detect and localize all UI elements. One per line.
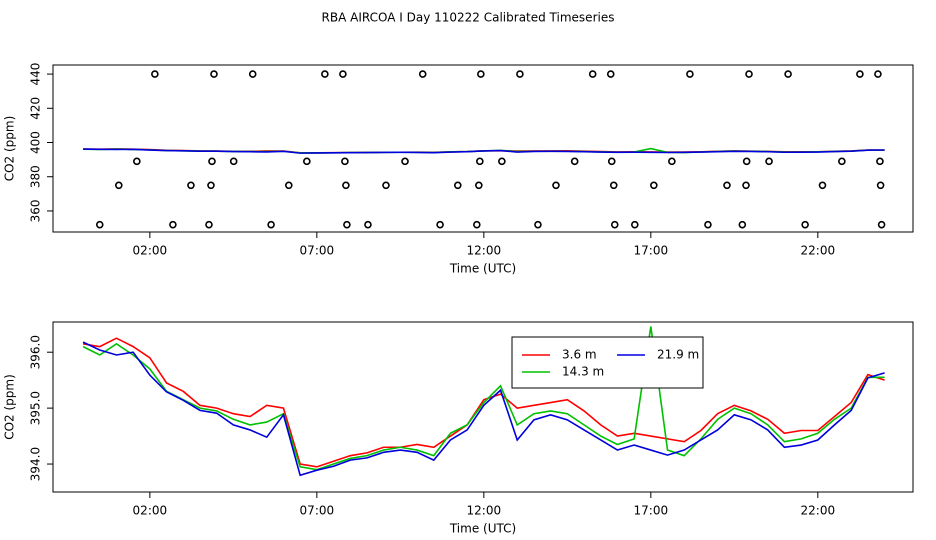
flag-point [229,157,238,166]
legend-label: 21.9 m [657,348,699,362]
flag-point [877,220,886,229]
x-tick-label: 22:00 [801,504,836,518]
flag-point [650,181,658,190]
flag-point [151,70,159,78]
flag-point [267,220,275,229]
flag-point [401,157,409,166]
y-tick-label: 400 [29,131,43,154]
flag-point [516,70,524,78]
flag-point [205,220,213,229]
y-tick-label: 440 [29,63,43,86]
plot-frame [52,321,914,493]
flag-point [801,220,809,229]
x-tick-label: 12:00 [467,244,502,258]
flag-point [784,70,792,78]
flag-point [473,220,481,229]
flag-point [534,220,542,229]
flag-point [742,157,751,166]
x-tick-label: 22:00 [801,244,836,258]
flag-point [818,181,827,190]
y-tick-label: 360 [29,200,43,223]
x-tick-label: 17:00 [634,504,669,518]
y-axis-label: CO2 (ppm) [3,116,17,182]
flag-point [475,181,483,190]
flag-point [169,220,177,229]
series-line [82,326,885,471]
flag-point [477,70,485,78]
legend: 3.6 m 14.3 m 21.9 m [511,336,704,389]
y-tick-label: 395.0 [29,391,43,425]
flag-point [874,70,882,78]
flag-point [838,157,846,166]
flag-point [436,220,444,229]
legend-label: 3.6 m [562,348,597,362]
flag-point [187,181,195,190]
flag-point [876,181,885,190]
flag-point [745,70,753,78]
chart-title: RBA AIRCOA I Day 110222 Calibrated Times… [322,11,615,25]
flag-point [606,70,615,78]
legend-box [511,336,704,389]
flag-point [856,70,864,78]
y-tick-label: 394.0 [29,447,43,481]
y-tick-label: 420 [29,97,43,120]
flag-point [95,220,104,229]
flag-point [114,181,123,190]
x-tick-label: 02:00 [133,504,168,518]
flag-point [207,181,215,190]
flag-point [738,220,747,229]
plot-frame [52,64,914,233]
series-line [82,341,885,477]
flag-point [588,70,597,78]
flag-point [208,157,216,166]
flag-point [668,157,676,166]
flag-point [609,181,618,190]
flag-point [303,157,311,166]
flag-point [704,220,712,229]
flag-point [248,70,257,78]
flag-point [607,157,616,166]
x-tick-label: 02:00 [133,244,168,258]
flag-point [339,70,347,78]
x-axis-label: Time (UTC) [449,522,516,536]
flag-point [570,157,579,166]
flag-point [742,181,750,190]
flag-point [876,157,884,166]
flag-point [498,157,506,166]
flag-point [364,220,372,229]
x-tick-label: 12:00 [467,504,502,518]
flag-point [284,181,293,190]
flag-point [341,157,349,166]
flag-point [552,181,560,190]
flag-point [342,181,350,190]
flag-point [765,157,773,166]
x-axis-label: Time (UTC) [449,262,516,276]
series-line [83,148,885,154]
y-tick-label: 380 [29,165,43,188]
flag-point [610,220,619,229]
flag-point [210,70,218,78]
flag-point [382,181,390,190]
x-tick-label: 17:00 [634,244,669,258]
flag-point [476,157,484,166]
flag-point [453,181,462,190]
series-line [82,337,885,468]
legend-label: 14.3 m [562,365,604,379]
flag-point [133,157,141,166]
x-tick-label: 07:00 [300,244,335,258]
y-axis-label: CO2 (ppm) [3,374,17,440]
flag-point [418,70,427,78]
flag-point [321,70,329,78]
y-tick-label: 396.0 [29,335,43,369]
flag-point [723,181,731,190]
flag-point [686,70,694,78]
x-tick-label: 07:00 [300,504,335,518]
flag-point [343,220,351,229]
flag-point [630,220,639,229]
